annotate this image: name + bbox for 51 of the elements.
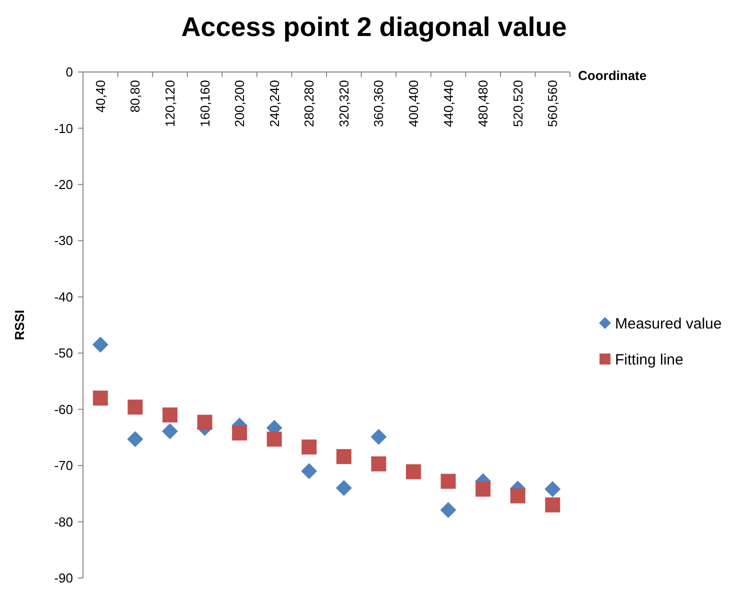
point [162, 407, 178, 422]
x-tick-label: 520,520 [510, 80, 526, 127]
point [440, 474, 456, 489]
y-tick-label: 0 [66, 64, 73, 80]
x-axis-title: Coordinate [578, 68, 647, 83]
point [128, 400, 143, 415]
y-tick-label: -40 [54, 289, 73, 304]
x-tick-label: 280,280 [302, 80, 317, 127]
point [301, 463, 318, 480]
y-tick-label: -60 [54, 402, 73, 417]
y-axis-title: RSSI [12, 310, 27, 340]
point [92, 390, 108, 406]
x-tick-label: 360,360 [371, 80, 386, 127]
y-tick-label: -50 [54, 346, 73, 361]
x-tick-label: 40,40 [92, 80, 108, 113]
point [127, 431, 144, 448]
legend-label: Measured value [615, 315, 722, 332]
point [440, 502, 456, 518]
point [162, 423, 178, 440]
x-tick-label: 320,320 [336, 80, 352, 127]
x-tick-label: 80,80 [128, 80, 143, 113]
chart-title: Access point 2 diagonal value [181, 12, 567, 42]
point [370, 428, 387, 445]
point [545, 497, 560, 512]
x-tick-label: 160,160 [197, 80, 212, 127]
point [92, 336, 108, 353]
point [544, 481, 561, 498]
y-tick-label: -70 [54, 458, 73, 474]
x-tick-label: 240,240 [266, 80, 282, 127]
point [476, 482, 491, 497]
point [232, 425, 248, 440]
y-tick-label: -90 [54, 570, 73, 586]
x-tick-label: 120,120 [162, 80, 178, 127]
y-tick-label: -10 [54, 120, 73, 136]
point [371, 456, 386, 472]
point [266, 432, 282, 447]
x-tick-label: 440,440 [440, 80, 456, 127]
point [336, 449, 352, 464]
legend-label: Fitting line [615, 351, 684, 368]
y-tick-label: -20 [54, 176, 73, 192]
y-tick-label: -30 [54, 233, 73, 248]
point [510, 488, 526, 504]
point [336, 480, 352, 496]
point [406, 464, 421, 480]
x-tick-label: 200,200 [232, 80, 248, 127]
x-tick-label: 480,480 [476, 80, 491, 127]
point [197, 414, 212, 430]
point [302, 440, 317, 454]
x-tick-label: 400,400 [406, 80, 422, 127]
x-tick-label: 560,560 [545, 80, 560, 127]
y-tick-label: -80 [54, 514, 73, 530]
